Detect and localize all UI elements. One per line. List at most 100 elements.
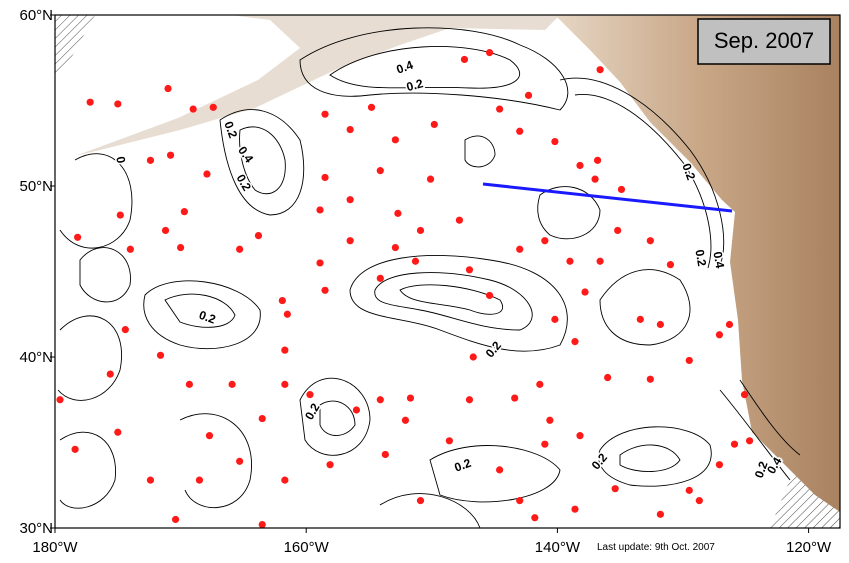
x-tick-label: 140°W <box>535 539 581 556</box>
float-position <box>445 437 453 445</box>
x-tick-label: 160°W <box>284 539 330 556</box>
float-position <box>406 394 415 402</box>
float-position <box>258 414 266 423</box>
float-position <box>646 237 654 245</box>
float-position <box>177 243 185 252</box>
float-position <box>541 440 549 448</box>
float-position <box>524 91 533 99</box>
float-position <box>576 432 584 440</box>
float-position <box>321 173 329 182</box>
float-position <box>455 216 464 224</box>
float-position <box>71 445 79 453</box>
float-position <box>156 351 165 359</box>
float-position <box>352 406 361 414</box>
float-position <box>164 84 172 93</box>
float-position <box>161 226 170 235</box>
footer: Last update: 9th Oct. 2007 <box>597 542 715 553</box>
float-position <box>381 450 389 459</box>
x-tick-label: 120°W <box>786 539 832 556</box>
float-positions <box>56 49 754 529</box>
contour-label: 0.4 <box>710 250 727 269</box>
y-tick-label: 30°N <box>19 520 53 537</box>
float-position <box>376 396 384 404</box>
contour-label: 0.2 <box>692 248 709 267</box>
float-position <box>646 375 654 383</box>
float-position <box>581 288 589 296</box>
float-position <box>593 156 602 164</box>
float-position <box>346 196 354 204</box>
y-tick-label: 50°N <box>19 178 53 195</box>
float-position <box>496 105 504 113</box>
float-position <box>203 170 211 178</box>
float-position <box>195 476 204 484</box>
float-position <box>596 257 604 265</box>
float-position <box>321 110 329 118</box>
float-position <box>725 320 734 329</box>
float-position <box>316 259 324 267</box>
float-position <box>56 396 64 404</box>
float-position <box>346 237 354 245</box>
float-position <box>571 338 579 346</box>
float-position <box>571 505 579 513</box>
float-position <box>611 485 619 493</box>
float-position <box>114 428 122 436</box>
float-position <box>715 461 724 469</box>
date-box <box>697 18 831 65</box>
float-position <box>236 245 244 253</box>
float-position <box>321 286 329 294</box>
y-tick-label: 60°N <box>19 7 53 24</box>
float-position <box>511 394 519 402</box>
float-position <box>411 257 420 265</box>
float-position <box>205 432 214 440</box>
float-position <box>306 391 314 399</box>
float-position <box>391 136 399 144</box>
float-position <box>604 373 612 382</box>
float-position <box>278 296 286 305</box>
float-position <box>685 486 693 494</box>
y-tick-label: 40°N <box>19 349 53 366</box>
date-label: Sep. 2007 <box>714 28 814 53</box>
contours <box>57 27 801 528</box>
float-position <box>126 245 134 253</box>
float-position <box>106 370 114 378</box>
float-position <box>656 510 664 518</box>
float-position <box>74 233 82 241</box>
float-position <box>551 137 559 146</box>
float-position <box>666 261 675 269</box>
float-position <box>281 346 289 354</box>
float-position <box>516 245 524 253</box>
float-position <box>496 466 504 474</box>
float-position <box>116 211 124 219</box>
float-position <box>617 185 626 194</box>
float-position <box>394 209 402 217</box>
map-frame <box>54 14 841 529</box>
float-position <box>745 437 754 445</box>
float-position <box>460 55 469 64</box>
float-position <box>596 66 604 74</box>
float-position <box>730 440 739 448</box>
float-position <box>228 380 236 388</box>
float-position <box>146 156 155 164</box>
float-position <box>283 310 291 318</box>
float-position <box>86 98 94 106</box>
float-position <box>465 266 474 274</box>
float-position <box>401 416 410 424</box>
float-position <box>715 331 724 339</box>
float-position <box>536 380 544 388</box>
contour-label: 0.2 <box>405 76 425 94</box>
float-position <box>236 457 244 465</box>
float-position <box>416 226 425 235</box>
background-layers <box>55 15 840 528</box>
float-position <box>551 315 559 323</box>
alaska <box>75 15 560 156</box>
float-position <box>416 497 425 505</box>
float-position <box>171 515 180 524</box>
float-position <box>695 497 703 505</box>
float-position <box>740 391 749 399</box>
float-position <box>591 175 599 183</box>
float-position <box>281 380 289 388</box>
float-position <box>531 514 539 522</box>
float-position <box>430 120 438 129</box>
float-position <box>326 461 334 469</box>
